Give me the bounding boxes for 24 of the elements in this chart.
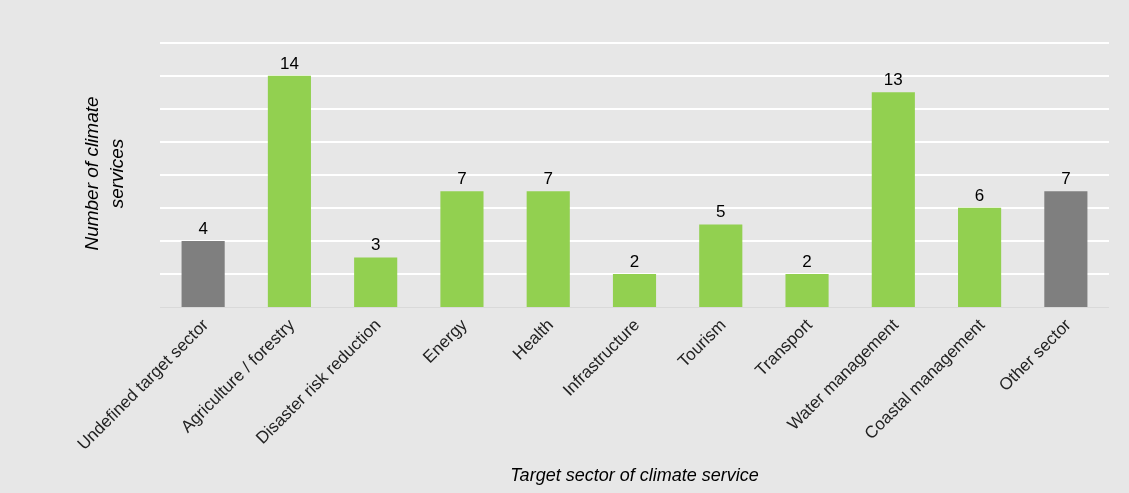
data-label: 4 <box>198 218 208 238</box>
bar <box>181 240 225 307</box>
data-label: 7 <box>543 169 553 189</box>
bar <box>526 191 570 307</box>
data-label: 13 <box>883 70 903 90</box>
data-label: 3 <box>370 235 381 255</box>
bar <box>699 224 743 307</box>
data-label: 2 <box>629 251 640 271</box>
bar <box>440 191 484 307</box>
data-label: 7 <box>457 169 467 189</box>
data-label: 14 <box>279 53 299 73</box>
bar <box>785 273 829 307</box>
bar <box>267 75 311 307</box>
data-label: 5 <box>716 202 726 222</box>
x-axis-title: Target sector of climate service <box>510 464 759 485</box>
data-label: 2 <box>802 251 812 271</box>
bar <box>612 273 657 307</box>
y-axis-title: Number of climate services <box>81 96 127 251</box>
bar <box>354 257 398 307</box>
bar <box>871 92 915 307</box>
data-label: 7 <box>1061 169 1071 189</box>
bar <box>958 207 1002 307</box>
data-label: 6 <box>974 185 985 205</box>
bar <box>1044 191 1088 307</box>
